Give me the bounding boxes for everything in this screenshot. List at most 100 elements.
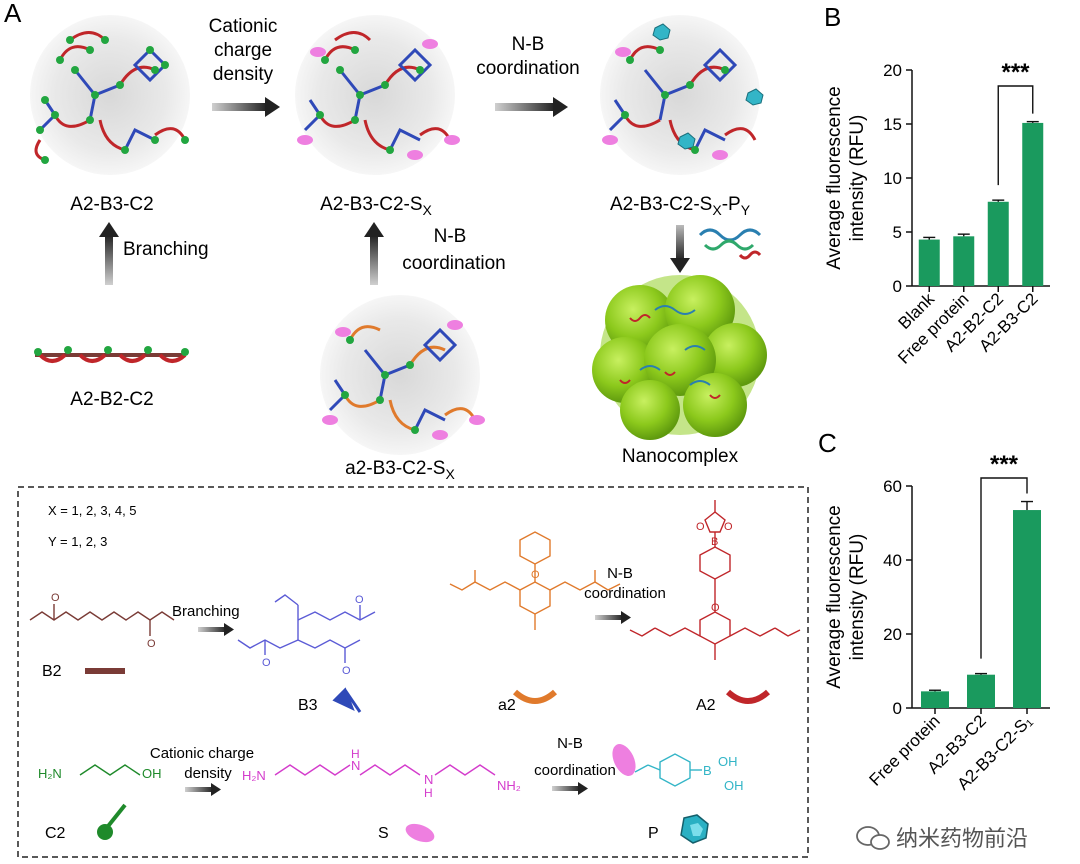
c2-symbol (97, 803, 127, 840)
legend-label-nb-1: N-B (607, 565, 633, 582)
label-a2-lower: a2 (498, 697, 516, 714)
polymer-lower-a2b3c2-sx (320, 295, 485, 455)
label-b3: B3 (298, 697, 318, 714)
chart-b-bar (953, 236, 975, 286)
chart-b-y-tick-label: 0 (893, 277, 902, 296)
chart-c-bar (967, 674, 995, 708)
chart-c-y-tick-label: 0 (893, 699, 902, 718)
b2-o-2: O (147, 638, 156, 650)
chart-c-ylabel-line2: intensity (RFU) (847, 534, 868, 661)
label-nanocomplex: Nanocomplex (622, 446, 739, 467)
a2u-o-3: O (711, 602, 720, 614)
a2u-b: B (711, 536, 718, 548)
label-a2-upper: A2 (696, 697, 716, 714)
a2-upper-molecule (629, 500, 801, 660)
legend-label-nb-2: coordination (584, 585, 666, 602)
polymer-a2b3c2-sx-py (600, 15, 764, 175)
x-values: X = 1, 2, 3, 4, 5 (48, 503, 137, 518)
arrow-cationic (212, 97, 280, 117)
chart-b-ylabel-line2: intensity (RFU) (847, 115, 868, 242)
arrow-label-branching: Branching (123, 239, 209, 260)
arrow-down-nanocomplex (670, 225, 690, 273)
chart-b-ylabel-line1: Average fluorescence (824, 86, 845, 269)
arrow-label-nb-top-2: coordination (476, 58, 580, 79)
panel-label-a: A (4, 0, 22, 28)
chart-c-significance-bracket (980, 477, 1028, 659)
chart-c-bar (1013, 510, 1041, 708)
s-h-2: H (424, 786, 433, 800)
s-symbol (405, 823, 435, 843)
c2-h2n: H₂N (38, 766, 62, 781)
b3-molecule (237, 594, 376, 663)
b3-o-2: O (262, 657, 271, 669)
chart-c-ylabel-line1: Average fluorescence (824, 505, 845, 688)
arrow-label-nb-mid-1: N-B (434, 226, 467, 247)
chart-b-y-tick-label: 20 (883, 61, 902, 80)
b2-molecule (29, 604, 175, 636)
label-a2b3c2-sx-py: A2-B3-C2-SX-PY (610, 194, 751, 218)
chart-c-x-tick-label: Free protein (866, 711, 944, 789)
chart-b-significance-bracket (997, 85, 1034, 186)
label-a2b3c2-sx: A2-B3-C2-SX (320, 194, 432, 218)
polymer-a2b3c2 (30, 15, 190, 175)
chart-c-y-tick-label: 60 (883, 477, 902, 496)
chart-b-y-tick-label: 5 (893, 223, 902, 242)
label-s: S (378, 825, 389, 842)
arrow-label-cationic-2: charge (214, 40, 272, 61)
chart-c-y-tick-label: 20 (883, 625, 902, 644)
p-oh-2: OH (724, 778, 744, 793)
panel-label-b: B (824, 2, 841, 32)
watermark: 纳米药物前沿 (896, 826, 1028, 851)
b2-symbol (85, 668, 125, 674)
label-c2: C2 (45, 825, 66, 842)
chart-b-bar (918, 239, 940, 286)
panel-label-c: C (818, 428, 837, 458)
legend-label-nb2-1: N-B (557, 735, 583, 752)
label-b2: B2 (42, 663, 62, 680)
p-oh-1: OH (718, 754, 738, 769)
polymer-a2b2c2-chain (34, 346, 189, 363)
legend-arrow-cationic (185, 783, 221, 796)
arrow-label-cationic-3: density (213, 64, 274, 85)
legend-arrow-nb2 (552, 782, 588, 795)
s-nh2: NH₂ (497, 778, 521, 793)
arrow-branching (99, 222, 119, 285)
nanocomplex-sphere (592, 275, 767, 440)
arrow-label-nb-top-1: N-B (512, 34, 545, 55)
arrow-nb-top (495, 97, 568, 117)
s-n-2: N (424, 772, 433, 787)
chart-b-bar (987, 201, 1009, 286)
legend-arrow-branching (198, 623, 234, 636)
a2u-o-2: O (724, 521, 733, 533)
b2-o-1: O (51, 592, 60, 604)
chart-c-y-tick-label: 40 (883, 551, 902, 570)
a2u-o-1: O (696, 521, 705, 533)
legend-arrow-nb (595, 611, 631, 624)
label-lower-a2b3c2-sx: a2-B3-C2-SX (345, 458, 455, 482)
chart-c-significance-label: *** (990, 451, 1019, 478)
a2-orange-symbol (512, 689, 558, 704)
s-h-1: H (351, 747, 360, 761)
b3-o-3: O (342, 665, 351, 677)
y-values: Y = 1, 2, 3 (48, 534, 107, 549)
s-n-1: N (351, 758, 360, 773)
chart-c-bar (921, 691, 949, 708)
p-molecule (634, 753, 702, 787)
chart-b-y-tick-label: 15 (883, 115, 902, 134)
c2-molecule (79, 764, 141, 776)
chart-b-y-tick-label: 10 (883, 169, 902, 188)
arrow-label-nb-mid-2: coordination (402, 253, 506, 274)
legend-box (17, 486, 809, 858)
label-p: P (648, 825, 659, 842)
protein-icon (698, 228, 762, 260)
s-h2n: H₂N (242, 768, 266, 783)
a2-molecule (449, 531, 621, 630)
wechat-icon (856, 826, 890, 850)
label-a2b3c2: A2-B3-C2 (70, 194, 153, 215)
arrow-nb-mid (364, 222, 384, 285)
a2-red-symbol (725, 689, 771, 704)
polymer-a2b3c2-sx (295, 15, 460, 175)
